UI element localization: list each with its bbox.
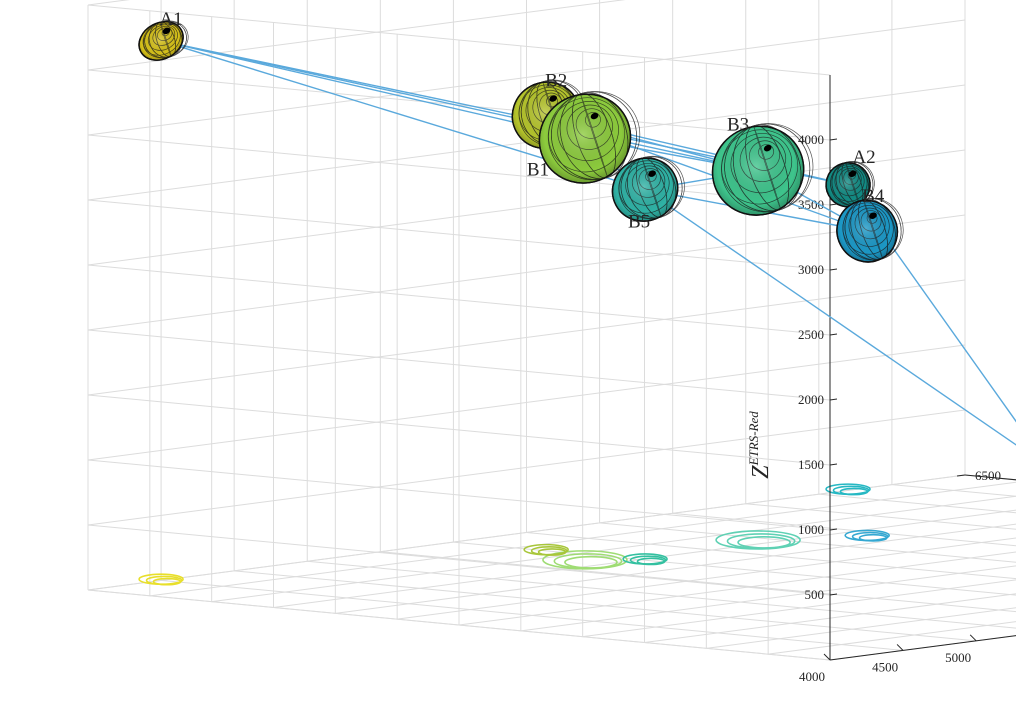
z-tick — [829, 203, 838, 206]
grid-line-back-wall — [87, 409, 966, 526]
z-tick-label: 500 — [805, 587, 825, 602]
footprint-B2 — [523, 543, 569, 556]
grid-line-back-wall — [87, 0, 626, 71]
z-tick — [829, 333, 838, 336]
grid-line-side-wall — [87, 199, 831, 271]
x-tick — [956, 474, 966, 477]
grid-line-back-wall — [87, 149, 966, 266]
z-tick — [829, 398, 838, 401]
point-ellipsoids — [138, 20, 904, 263]
grid-line-floor — [234, 570, 977, 642]
grid-line-side-wall — [87, 264, 831, 336]
footprint-B4 — [844, 529, 890, 542]
ellipsoid-B1 — [538, 91, 641, 184]
z-tick — [829, 138, 838, 141]
z-tick-label: 2000 — [798, 392, 824, 407]
grid-line-floor — [161, 579, 904, 651]
grid-line-side-wall — [87, 589, 831, 661]
y-tick-label: 4000 — [799, 669, 825, 684]
footprint-B1 — [542, 550, 628, 570]
grid-line-side-wall — [87, 134, 831, 206]
grid-line-side-wall — [87, 394, 831, 466]
grid-line-back-wall — [87, 19, 966, 136]
z-tick — [829, 268, 838, 271]
point-label-B4: B4 — [862, 186, 885, 207]
footprint-B5 — [622, 553, 668, 566]
ellipsoid-A1 — [138, 20, 189, 61]
connection-A1-B3 — [160, 40, 759, 172]
point-label-B5: B5 — [628, 212, 650, 233]
footprint-B3 — [715, 530, 801, 550]
z-tick-label: 2500 — [798, 327, 824, 342]
z-axis-label: ZETRS-Red — [746, 411, 774, 479]
grid-line-back-wall — [87, 214, 966, 331]
axis-ticks: 5001000150020002500300035004000400045005… — [798, 75, 1016, 684]
grid-line-side-wall — [87, 329, 831, 401]
y-tick-label: 5000 — [945, 650, 971, 665]
z-tick — [829, 593, 838, 596]
z-tick-label: 3000 — [798, 262, 824, 277]
point-label-B3: B3 — [727, 115, 749, 136]
y-tick — [969, 634, 977, 642]
point-label-B1: B1 — [527, 160, 549, 181]
z-tick-label: 1000 — [798, 522, 824, 537]
footprint-A1 — [138, 573, 184, 586]
grid-line-floor — [380, 551, 1016, 613]
ellipsoid-B5 — [611, 156, 685, 222]
ground-projections — [138, 483, 890, 586]
grid-line-side-wall — [87, 524, 831, 596]
grid-line-side-wall — [87, 4, 831, 76]
point-labels: A1A2A3B1B2B3B4B5 — [159, 9, 885, 233]
grid-line-back-wall — [87, 344, 966, 461]
grid-line-side-wall — [87, 459, 831, 531]
grid-line-back-wall — [87, 474, 966, 591]
z-tick — [829, 463, 838, 466]
grid-line-back-wall — [87, 279, 966, 396]
grid-line-floor — [672, 512, 1016, 547]
point-label-A2: A2 — [852, 147, 875, 168]
z-tick-label: 4000 — [798, 132, 824, 147]
grid-line-floor — [745, 503, 1016, 530]
grid-line-floor — [818, 493, 1016, 514]
axis-labels: YETRS-RedXETRS-RedZETRS-Red — [746, 411, 774, 479]
y-tick-label: 4500 — [872, 659, 898, 674]
footprint-A2 — [825, 483, 871, 496]
ellipsoid-B3 — [711, 123, 814, 216]
z-tick — [829, 528, 838, 531]
point-label-A1: A1 — [159, 9, 182, 30]
grid-line-floor — [307, 560, 1016, 629]
grid-line-floor — [526, 532, 1016, 580]
z-tick-label: 1500 — [798, 457, 824, 472]
connection-B5-A3 — [644, 189, 1016, 446]
y-tick — [823, 653, 831, 661]
ellipsoid-B4 — [836, 197, 904, 263]
grid-line-floor — [211, 495, 1016, 603]
y-tick — [896, 644, 904, 651]
x-tick-label: 6500 — [975, 468, 1001, 483]
point-label-B2: B2 — [545, 70, 567, 91]
